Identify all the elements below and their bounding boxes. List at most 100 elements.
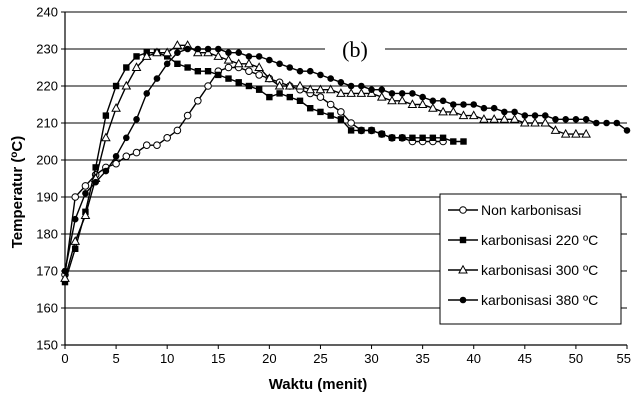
point-karbonisasi-300 bbox=[121, 80, 132, 90]
point-non-karbonisasi bbox=[153, 141, 161, 149]
point-karbonisasi-220 bbox=[317, 108, 324, 116]
point-karbonisasi-380 bbox=[133, 116, 140, 123]
point-karbonisasi-380 bbox=[347, 82, 355, 90]
legend-label-3: karbonisasi 300 ºC bbox=[481, 262, 598, 278]
point-karbonisasi-380 bbox=[163, 60, 171, 68]
legend-label-1: Non karbonisasi bbox=[481, 202, 581, 218]
point-karbonisasi-300 bbox=[346, 88, 356, 97]
point-karbonisasi-220 bbox=[286, 93, 293, 101]
panel-label: (b) bbox=[342, 37, 368, 62]
point-karbonisasi-220 bbox=[174, 60, 181, 67]
x-tick-label: 40 bbox=[466, 351, 480, 366]
point-karbonisasi-300 bbox=[458, 110, 469, 120]
y-axis-title: Temperatur (oC) bbox=[9, 136, 26, 249]
point-karbonisasi-380 bbox=[541, 112, 549, 119]
point-karbonisasi-380 bbox=[184, 45, 191, 53]
x-tick-label: 0 bbox=[61, 351, 68, 366]
point-karbonisasi-380 bbox=[358, 82, 365, 90]
point-non-karbonisasi bbox=[163, 134, 171, 142]
point-karbonisasi-300 bbox=[376, 91, 387, 101]
y-tick-label: 200 bbox=[36, 153, 58, 168]
point-karbonisasi-300 bbox=[111, 102, 121, 112]
point-karbonisasi-220 bbox=[368, 127, 375, 134]
series-group bbox=[60, 40, 631, 286]
point-karbonisasi-220 bbox=[459, 236, 467, 244]
point-karbonisasi-380 bbox=[235, 49, 243, 56]
point-karbonisasi-220 bbox=[409, 134, 416, 141]
point-karbonisasi-300 bbox=[172, 40, 183, 49]
point-karbonisasi-380 bbox=[429, 97, 437, 105]
point-karbonisasi-380 bbox=[112, 153, 120, 160]
point-karbonisasi-220 bbox=[255, 86, 263, 93]
point-karbonisasi-220 bbox=[358, 127, 365, 134]
point-non-karbonisasi bbox=[347, 119, 355, 127]
point-karbonisasi-380 bbox=[255, 53, 263, 60]
point-karbonisasi-220 bbox=[163, 53, 171, 60]
point-karbonisasi-220 bbox=[225, 75, 232, 82]
point-karbonisasi-380 bbox=[480, 104, 488, 112]
x-tick-label: 45 bbox=[518, 351, 532, 366]
point-karbonisasi-380 bbox=[92, 178, 99, 186]
point-karbonisasi-220 bbox=[245, 82, 253, 90]
line-karbonisasi-220 bbox=[64, 52, 464, 283]
point-karbonisasi-380 bbox=[470, 101, 478, 108]
point-karbonisasi-220 bbox=[460, 138, 467, 145]
point-karbonisasi-380 bbox=[562, 116, 569, 123]
point-karbonisasi-300 bbox=[213, 51, 224, 60]
point-karbonisasi-380 bbox=[388, 90, 396, 97]
point-karbonisasi-300 bbox=[274, 80, 285, 90]
point-karbonisasi-300 bbox=[499, 114, 510, 123]
point-non-karbonisasi bbox=[132, 148, 141, 157]
point-karbonisasi-380 bbox=[521, 112, 529, 119]
point-karbonisasi-300 bbox=[284, 80, 295, 90]
point-karbonisasi-300 bbox=[479, 114, 489, 123]
point-karbonisasi-300 bbox=[70, 236, 81, 245]
point-karbonisasi-380 bbox=[204, 45, 212, 53]
point-karbonisasi-380 bbox=[306, 67, 314, 75]
point-non-karbonisasi bbox=[142, 141, 151, 149]
point-karbonisasi-300 bbox=[152, 47, 162, 57]
point-karbonisasi-380 bbox=[552, 116, 559, 123]
panel-label-bg bbox=[325, 36, 385, 62]
point-karbonisasi-300 bbox=[356, 88, 367, 97]
point-karbonisasi-300 bbox=[428, 102, 438, 112]
point-karbonisasi-220 bbox=[235, 79, 242, 86]
point-karbonisasi-380 bbox=[531, 112, 539, 119]
point-karbonisasi-300 bbox=[550, 125, 561, 134]
point-non-karbonisasi bbox=[194, 97, 202, 105]
point-non-karbonisasi bbox=[71, 193, 80, 201]
y-axis-title-superscript: o bbox=[9, 152, 20, 158]
point-karbonisasi-220 bbox=[429, 134, 437, 141]
x-tick-label: 15 bbox=[211, 351, 225, 366]
point-karbonisasi-380 bbox=[439, 97, 447, 105]
point-non-karbonisasi bbox=[112, 159, 120, 168]
point-karbonisasi-380 bbox=[286, 64, 294, 71]
point-non-karbonisasi bbox=[81, 182, 90, 190]
point-karbonisasi-380 bbox=[490, 104, 498, 112]
x-axis-title: Waktu (menit) bbox=[269, 376, 368, 393]
series-3 bbox=[60, 40, 591, 282]
point-karbonisasi-380 bbox=[82, 190, 89, 197]
point-karbonisasi-220 bbox=[102, 112, 110, 119]
point-non-karbonisasi bbox=[204, 82, 212, 90]
point-non-karbonisasi bbox=[122, 152, 131, 161]
point-karbonisasi-380 bbox=[225, 49, 232, 56]
point-karbonisasi-300 bbox=[325, 84, 336, 94]
legend-label-4: karbonisasi 380 ºC bbox=[481, 292, 598, 308]
point-karbonisasi-300 bbox=[489, 114, 500, 123]
point-karbonisasi-300 bbox=[101, 132, 111, 142]
y-tick-label: 180 bbox=[36, 227, 58, 242]
point-karbonisasi-300 bbox=[305, 84, 316, 94]
x-tick-label: 10 bbox=[160, 351, 174, 366]
point-karbonisasi-300 bbox=[233, 58, 244, 68]
point-karbonisasi-380 bbox=[623, 127, 631, 134]
y-tick-label: 240 bbox=[36, 5, 58, 20]
point-karbonisasi-300 bbox=[336, 88, 346, 97]
point-karbonisasi-300 bbox=[223, 54, 234, 64]
point-karbonisasi-220 bbox=[133, 53, 140, 60]
axes bbox=[61, 11, 628, 349]
gridlines bbox=[65, 11, 627, 309]
point-karbonisasi-300 bbox=[131, 62, 142, 71]
point-karbonisasi-380 bbox=[61, 267, 69, 275]
x-tick-label: 25 bbox=[313, 351, 327, 366]
